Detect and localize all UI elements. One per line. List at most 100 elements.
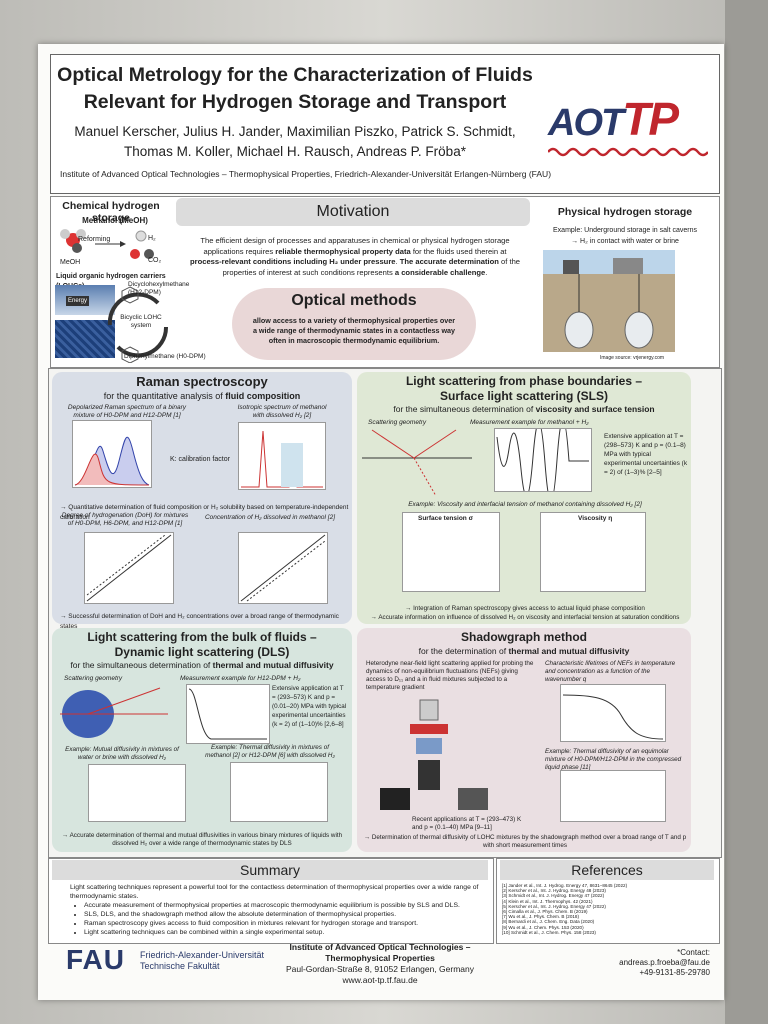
- raman-note: → Quantitative determination of fluid co…: [60, 504, 349, 521]
- logo: AOTTP: [548, 92, 679, 146]
- reference: [1] Jander et al., Int. J. Hydrog. Energ…: [502, 883, 628, 888]
- shadow-structure-plot: [560, 684, 666, 742]
- raman-title: Raman spectroscopy: [136, 374, 268, 389]
- plot-drawing: [562, 694, 664, 740]
- text-bold: reliable thermophysical property data: [275, 246, 411, 256]
- sls-note: → Integration of Raman spectroscopy give…: [405, 605, 645, 612]
- email: andreas.p.froeba@fau.de: [619, 958, 710, 967]
- references-title: References: [500, 860, 714, 880]
- dls-application: Extensive application at T = (293–573) K…: [272, 685, 347, 728]
- dls-geometry: [60, 687, 168, 738]
- header-box: [50, 54, 720, 194]
- shadow-subtitle: for the determination of thermal and mut…: [357, 646, 691, 656]
- raman-subtitle: for the quantitative analysis of fluid c…: [52, 391, 352, 401]
- text-bold: The accurate determination: [399, 257, 499, 266]
- chem-methanol: Methanol (MeOH): [82, 216, 148, 225]
- summary-item: Light scattering techniques can be combi…: [84, 928, 480, 937]
- reference: [4] Klein et al., Int. J. Thermophys. 42…: [502, 898, 593, 904]
- optical-bubble: [232, 288, 476, 360]
- shadow-intro: Heterodyne near-field light scattering a…: [366, 660, 534, 691]
- fau-logo: FAU: [66, 944, 125, 975]
- institute-line: Thermophysical Properties: [325, 953, 435, 963]
- text: .: [395, 257, 400, 266]
- shadow-diffusivity-plot: [560, 770, 666, 822]
- title: Optical Metrology for the Characterizati…: [55, 62, 535, 116]
- logo-part: TP: [622, 93, 679, 145]
- title-line: Optical Metrology for the Characterizati…: [57, 64, 533, 86]
- phone: +49-9131-85-29780: [639, 968, 710, 977]
- motivation-title: Motivation: [176, 198, 530, 226]
- fau-name: Friedrich-Alexander-Universität Technisch…: [140, 950, 264, 972]
- references-list: [1] Jander et al., Int. J. Hydrog. Energ…: [502, 883, 714, 935]
- contact-label: *Contact:: [677, 948, 710, 957]
- authors: Manuel Kerscher, Julius H. Jander, Maxim…: [55, 122, 535, 162]
- summary-list: Accurate measurement of thermophysical p…: [70, 901, 480, 937]
- motivation-text: The efficient design of processes and ap…: [190, 236, 520, 278]
- plot-drawing: [188, 688, 267, 740]
- logo-wave: [548, 147, 708, 157]
- summary-item: Accurate measurement of thermophysical p…: [84, 901, 480, 910]
- plot-drawing: [241, 430, 323, 488]
- dls-diffusivity-plot: [88, 764, 186, 822]
- title-line: Dynamic light scattering (DLS): [114, 645, 290, 659]
- h2-label: H₂: [148, 235, 156, 242]
- summary-intro: Light scattering techniques represent a …: [70, 884, 479, 900]
- author-line: Manuel Kerscher, Julius H. Jander, Maxim…: [74, 124, 516, 139]
- reference: [3] Schmidt et al., Int. J. Hydrog. Ener…: [502, 893, 605, 899]
- footer-contact: *Contact: andreas.p.froeba@fau.de +49-91…: [580, 948, 710, 978]
- shadow-caption: Example: Thermal diffusivity of an equim…: [545, 748, 682, 771]
- sls-application: Extensive application at T = (298–573) K…: [604, 433, 688, 476]
- dls-caption: Measurement example for H12-DPM + H₂: [180, 675, 301, 682]
- reference: [9] Wu et al., J. Chem. Phys. 153 (2020): [502, 924, 584, 930]
- sls-geometry: [362, 429, 472, 497]
- reference: [5] Kerscher et al., Int. J. Hydrog. Ene…: [502, 903, 606, 909]
- door-frame: [725, 0, 768, 1024]
- raman-methanol-plot: [238, 422, 326, 490]
- lohc-system: Bicyclic LOHC system: [120, 314, 162, 329]
- sls-caption: Scattering geometry: [368, 419, 427, 426]
- plot-label: Surface tension σ: [418, 515, 474, 522]
- institute-line: Institute of Advanced Optical Technologi…: [289, 942, 471, 952]
- summary-item: Raman spectroscopy gives access to fluid…: [84, 919, 480, 928]
- address: Paul-Gordan-Straße 8, 91052 Erlangen, Ge…: [285, 964, 475, 974]
- plot-drawing: [86, 534, 172, 602]
- text: for the determination of: [418, 646, 509, 656]
- raman-h2-plot: [238, 532, 328, 604]
- shadow-caption: Characteristic lifetimes of NEFs in temp…: [545, 660, 676, 683]
- text-bold: fluid composition: [225, 391, 301, 401]
- plot-drawing: [74, 436, 150, 486]
- shadow-application: Recent applications at T = (293–473) K a…: [412, 816, 522, 831]
- dls-thermal-plot: [230, 762, 328, 822]
- text: of the properties of interest at such co…: [222, 257, 521, 277]
- summary-title: Summary: [52, 860, 488, 880]
- methanol-illustration: [60, 229, 154, 259]
- title-line: Light scattering from the bulk of fluids…: [87, 630, 317, 644]
- author-line: Thomas M. Koller, Michael H. Rausch, And…: [124, 144, 466, 159]
- fau-line: Technische Fakultät: [140, 961, 220, 971]
- affiliation: Institute of Advanced Optical Technologi…: [60, 169, 552, 179]
- shadow-note: → Determination of thermal diffusivity o…: [363, 834, 687, 849]
- shadow-setup: [380, 699, 488, 810]
- image-source: Image source: vrjenergy.com: [600, 355, 665, 361]
- reference: [2] Kerscher et al., Int. J. Hydrog. Ene…: [502, 888, 606, 894]
- phys-title: Physical hydrogen storage: [557, 206, 693, 218]
- chem-title: Chemical hydrogen storage: [62, 200, 160, 224]
- dls-correlation-plot: [186, 684, 270, 744]
- dls-caption: Scattering geometry: [64, 675, 123, 682]
- raman-formula-note: K: calibration factor: [170, 456, 230, 463]
- cavern-illustration: [543, 250, 675, 352]
- optical-text: allow access to a variety of thermophysi…: [252, 316, 456, 345]
- plot-label: Viscosity η: [578, 515, 613, 522]
- text: .: [485, 267, 488, 277]
- sls-caption: Example: Viscosity and interfacial tensi…: [408, 501, 642, 508]
- raman-dehyd-plot: [84, 532, 174, 604]
- text-bold: thermal and mutual diffusivity: [508, 646, 630, 656]
- energy-label: Energy: [66, 296, 90, 306]
- dls-subtitle: for the simultaneous determination of th…: [52, 660, 352, 670]
- dls-note: → Accurate determination of thermal and …: [61, 832, 343, 847]
- reference: [8] Bernardi et al., J. Chem. Eng. Data …: [502, 919, 595, 925]
- text-bold: viscosity and surface tension: [535, 404, 655, 414]
- sls-subtitle: for the simultaneous determination of vi…: [357, 404, 691, 414]
